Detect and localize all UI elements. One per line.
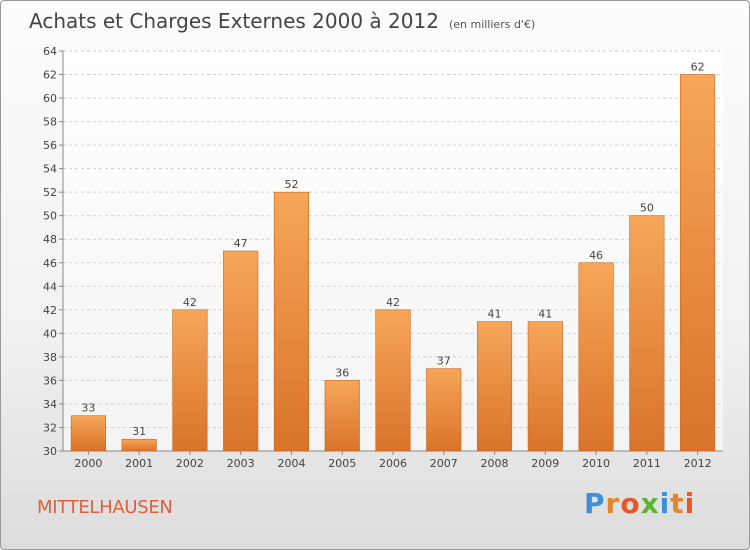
y-tick-label: 36 [43,374,57,387]
y-tick-label: 50 [43,210,57,223]
y-tick-label: 38 [43,351,57,364]
data-label: 42 [183,296,197,309]
data-label: 50 [640,202,654,215]
bar [527,321,563,452]
y-tick-label: 30 [43,445,57,458]
data-label: 62 [691,61,705,74]
x-tick-label: 2004 [277,457,305,470]
y-tick-label: 40 [43,327,57,340]
commune-name: MITTELHAUSEN [37,497,173,518]
chart-title-text: Achats et Charges Externes 2000 à 2012 [29,9,439,33]
x-tick-label: 2005 [328,457,356,470]
data-label: 41 [538,308,552,321]
logo-letter: r [605,487,621,520]
logo-letter: x [640,487,660,520]
x-tick-label: 2000 [74,457,102,470]
bar [273,191,310,452]
y-tick-label: 62 [43,69,57,82]
bar [223,250,259,452]
y-tick-label: 56 [43,139,57,152]
data-label: 33 [81,402,95,415]
logo-letter: t [670,487,685,520]
y-tick-label: 46 [43,257,57,270]
y-tick-label: 60 [43,92,57,105]
x-tick-label: 2002 [176,457,204,470]
x-tick-label: 2009 [531,457,559,470]
data-label: 36 [335,366,349,379]
data-label: 41 [488,308,502,321]
bar [476,321,513,452]
x-tick-label: 2007 [430,457,458,470]
y-tick-label: 44 [43,280,57,293]
chart-title: Achats et Charges Externes 2000 à 2012 (e… [29,9,535,33]
data-label: 42 [386,296,400,309]
logo-letter: o [620,487,641,520]
y-tick-label: 34 [43,398,57,411]
data-label: 47 [234,237,248,250]
data-label: 37 [437,355,451,368]
logo-letter: i [659,487,671,520]
y-tick-label: 58 [43,116,57,129]
x-tick-label: 2006 [379,457,407,470]
y-tick-label: 52 [43,186,57,199]
bar [70,415,106,452]
y-tick-label: 48 [43,233,57,246]
data-label: 46 [589,249,603,262]
y-tick-label: 32 [43,421,57,434]
y-tick-label: 42 [43,304,57,317]
bar [578,262,614,452]
chart-unit: (en milliers d'€) [448,18,536,31]
proxiti-logo: Proxiti [584,487,695,520]
data-label: 52 [284,178,298,191]
data-label: 31 [132,425,146,438]
y-tick-label: 64 [43,45,57,58]
bar [172,309,208,452]
x-tick-label: 2003 [227,457,255,470]
bar [629,215,665,452]
x-tick-label: 2001 [125,457,153,470]
bar [324,380,360,452]
x-tick-label: 2010 [582,457,610,470]
logo-letter: P [584,487,606,520]
bar [121,438,157,452]
bar [680,74,716,452]
bar [375,309,411,452]
bar [426,368,462,452]
x-tick-label: 2008 [481,457,509,470]
x-tick-label: 2011 [633,457,661,470]
y-tick-label: 54 [43,163,57,176]
logo-letter: i [684,487,696,520]
x-tick-label: 2012 [684,457,712,470]
